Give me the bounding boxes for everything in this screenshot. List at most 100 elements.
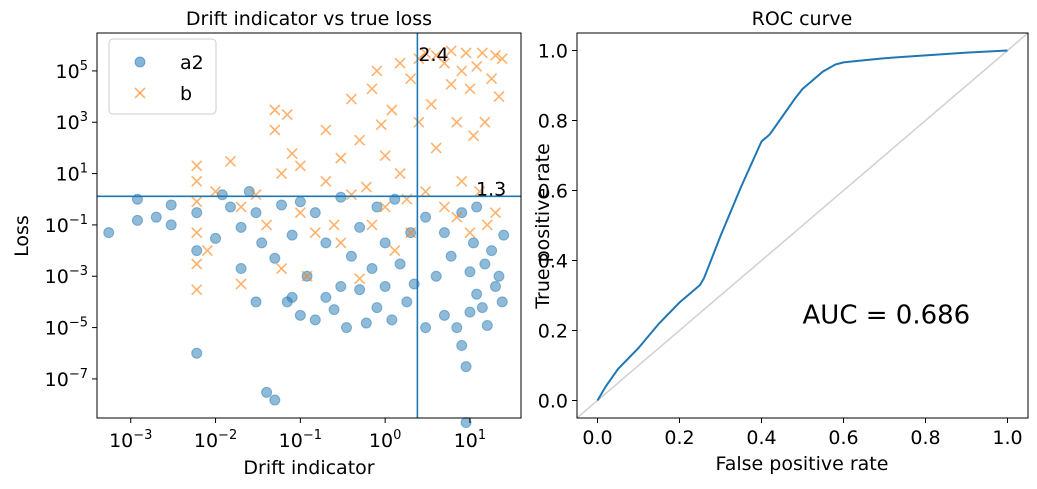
point-b (493, 91, 505, 103)
point-a2 (366, 263, 378, 275)
point-b (235, 278, 247, 290)
y-tick-label: 10−5 (45, 316, 88, 340)
point-a2 (481, 320, 493, 332)
x-tick-label: 10−2 (194, 428, 237, 452)
point-a2 (464, 306, 476, 318)
point-b (389, 245, 401, 257)
point-a2 (471, 288, 483, 300)
point-b (496, 53, 508, 65)
point-a2 (131, 214, 143, 226)
point-a2 (269, 394, 281, 406)
point-b (366, 219, 378, 231)
point-b (438, 201, 450, 213)
y-tick-label: 10−7 (45, 367, 88, 391)
point-b (201, 245, 213, 257)
point-a2 (328, 304, 340, 316)
point-a2 (386, 314, 398, 326)
point-a2 (191, 245, 203, 257)
point-b (335, 152, 347, 164)
point-b (294, 207, 306, 219)
roc-y-tick-label: 1.0 (538, 41, 568, 63)
point-b (345, 93, 357, 105)
point-a2 (224, 201, 236, 213)
point-b (360, 181, 372, 193)
point-a2 (345, 250, 357, 262)
series-b (191, 45, 508, 296)
point-b (191, 227, 203, 239)
point-a2 (256, 237, 268, 249)
point-b (379, 150, 391, 162)
roc-y-axis-label: True positive rate (532, 143, 554, 310)
point-b (320, 175, 332, 187)
point-b (481, 219, 493, 231)
scatter-panel: Drift indicator vs true loss 2.4 1.3 10−3… (11, 8, 522, 479)
point-a2 (371, 302, 383, 314)
scatter-x-ticks: 10−3 10−2 10−1 100 101 (109, 418, 486, 452)
point-a2 (294, 196, 306, 208)
point-b (460, 47, 472, 59)
point-b (467, 130, 480, 142)
point-a2 (496, 296, 508, 308)
x-tick-label: 100 (369, 428, 401, 452)
point-b (379, 201, 391, 213)
point-b (471, 60, 483, 72)
point-a2 (320, 291, 332, 303)
point-b (286, 148, 298, 160)
point-a2 (340, 322, 352, 334)
point-a2 (335, 191, 347, 203)
point-a2 (438, 227, 450, 239)
point-b (275, 168, 288, 180)
roc-title: ROC curve (752, 8, 853, 30)
point-a2 (379, 280, 391, 292)
point-a2 (269, 252, 281, 264)
point-b (371, 65, 383, 77)
chance-diagonal-line (576, 32, 1029, 419)
point-a2 (464, 266, 476, 278)
roc-x-ticks: 0.0 0.2 0.4 0.6 0.8 1.0 (582, 418, 1023, 449)
roc-y-tick-label: 0.6 (538, 181, 568, 203)
point-b (456, 175, 468, 187)
point-a2 (371, 201, 383, 213)
roc-x-tick-label: 0.8 (910, 427, 940, 449)
roc-y-tick-label: 0.4 (538, 251, 568, 273)
point-b (464, 83, 476, 95)
point-b (224, 155, 237, 167)
legend-box (108, 38, 217, 115)
point-b (328, 219, 340, 231)
x-tick-label: 10−1 (279, 428, 322, 452)
point-a2 (335, 280, 347, 292)
point-a2 (235, 263, 247, 275)
point-a2 (210, 232, 222, 244)
threshold-vertical-label: 2.4 (418, 44, 448, 66)
point-a2 (498, 229, 510, 241)
scatter-y-axis-label: Loss (11, 215, 33, 257)
point-a2 (456, 340, 468, 352)
threshold-horizontal-label: 1.3 (476, 178, 506, 200)
point-a2 (451, 322, 463, 334)
point-b (294, 160, 306, 172)
y-tick-label: 10−3 (45, 264, 88, 288)
scatter-points (103, 45, 510, 429)
roc-y-ticks: 0.0 0.2 0.4 0.6 0.8 1.0 (538, 41, 577, 413)
roc-curve-line (596, 49, 1008, 402)
point-b (445, 78, 457, 90)
point-a2 (445, 250, 457, 262)
legend: a2 b (108, 38, 217, 115)
roc-lines (576, 32, 1029, 419)
legend-label-b: b (180, 83, 192, 105)
point-a2 (216, 189, 228, 201)
point-b (354, 134, 366, 146)
point-a2 (354, 284, 366, 296)
point-b (489, 207, 502, 219)
point-a2 (294, 309, 306, 321)
point-b (275, 262, 288, 275)
point-b (405, 73, 417, 85)
point-b (191, 175, 203, 187)
scatter-x-axis-label: Drift indicator (243, 457, 374, 479)
roc-x-tick-label: 0.2 (664, 427, 694, 449)
point-b (354, 273, 366, 285)
roc-axes-frame (576, 32, 1029, 419)
point-a2 (103, 227, 115, 239)
legend-marker-b (134, 87, 146, 99)
